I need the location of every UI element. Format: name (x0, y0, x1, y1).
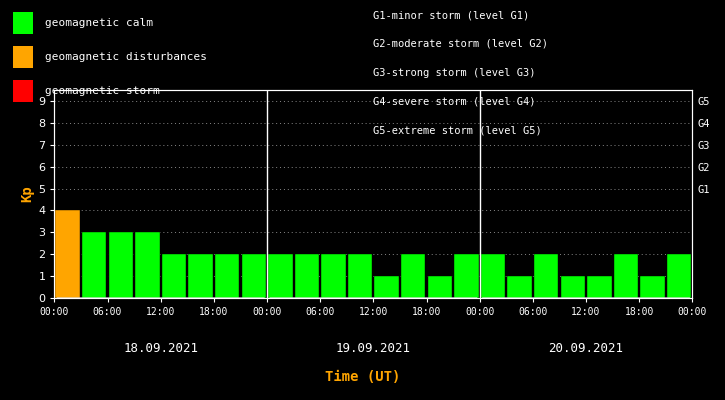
Bar (241, 254, 266, 298)
Text: G3-strong storm (level G3): G3-strong storm (level G3) (373, 68, 536, 78)
Text: geomagnetic calm: geomagnetic calm (45, 18, 153, 28)
Bar (640, 276, 665, 298)
Text: G2-moderate storm (level G2): G2-moderate storm (level G2) (373, 39, 548, 49)
Text: geomagnetic disturbances: geomagnetic disturbances (45, 52, 207, 62)
Bar (294, 254, 319, 298)
Bar (534, 254, 558, 298)
Bar (454, 254, 479, 298)
Text: G4-severe storm (level G4): G4-severe storm (level G4) (373, 96, 536, 106)
Bar (162, 254, 186, 298)
Y-axis label: Kp: Kp (20, 186, 34, 202)
Bar (587, 276, 612, 298)
Bar (507, 276, 532, 298)
Bar (82, 232, 107, 298)
Bar (55, 210, 80, 298)
Bar (109, 232, 133, 298)
Text: 19.09.2021: 19.09.2021 (336, 342, 411, 356)
Text: Time (UT): Time (UT) (325, 370, 400, 384)
Text: G5-extreme storm (level G5): G5-extreme storm (level G5) (373, 125, 542, 135)
Text: 18.09.2021: 18.09.2021 (123, 342, 198, 356)
Bar (215, 254, 239, 298)
Text: geomagnetic storm: geomagnetic storm (45, 86, 160, 96)
Bar (321, 254, 346, 298)
Bar (560, 276, 585, 298)
Bar (401, 254, 426, 298)
Bar (188, 254, 213, 298)
Bar (613, 254, 638, 298)
Bar (348, 254, 373, 298)
Text: 20.09.2021: 20.09.2021 (549, 342, 624, 356)
Text: G1-minor storm (level G1): G1-minor storm (level G1) (373, 10, 530, 20)
Bar (667, 254, 692, 298)
Bar (135, 232, 160, 298)
Bar (428, 276, 452, 298)
Bar (481, 254, 505, 298)
Bar (374, 276, 399, 298)
Bar (268, 254, 293, 298)
